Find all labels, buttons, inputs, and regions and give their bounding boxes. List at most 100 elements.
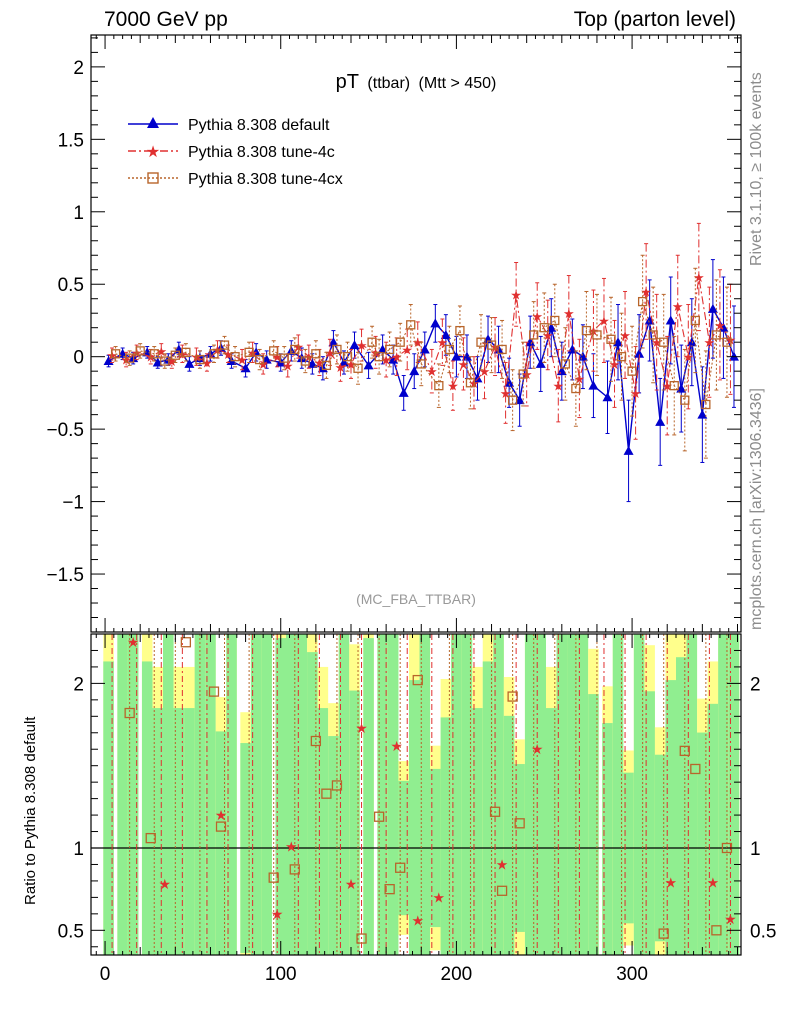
x-tick-label: 200	[441, 964, 473, 985]
ratio-point-tune-4c: ★	[159, 877, 172, 893]
analysis-label: (MC_FBA_TTBAR)	[356, 591, 476, 607]
data-point: ★	[682, 351, 694, 366]
ratio-point-tune-4c: ★	[724, 912, 737, 928]
data-point	[476, 337, 486, 347]
data-point	[461, 351, 472, 361]
ratio-point-tune-4cx	[649, 959, 658, 968]
ratio-point-tune-4cx	[690, 763, 701, 775]
data-point	[363, 360, 374, 370]
data-point	[529, 330, 539, 340]
y-tick-label: −0.5	[46, 420, 84, 441]
ratio-band-green	[275, 638, 286, 955]
data-point	[637, 296, 648, 307]
ratio-point-tune-4cx	[356, 933, 367, 944]
ratio-point-tune-4c: ★	[531, 742, 544, 758]
data-point: ★	[314, 356, 326, 371]
ratio-band-green	[215, 731, 227, 955]
ratio-point-tune-4cx	[412, 674, 423, 686]
data-point	[184, 358, 195, 368]
ratio-point-tune-4c: ★	[215, 808, 228, 824]
ratio-point-tune-4cx	[310, 735, 322, 747]
data-point	[269, 346, 279, 356]
data-point	[149, 349, 159, 359]
data-point	[416, 359, 426, 369]
axes: 0 100 200 300 2 1.5 1 0.5 0 −0.5 −1 −1.5 2 2 1 1 0.5 0.5	[46, 34, 776, 985]
legend-item-tune-4c: ★ Pythia 8.308 tune-4c	[128, 142, 335, 161]
ratio-point-tune-4cx	[321, 788, 332, 799]
data-point	[577, 351, 588, 361]
ratio-y-tick-label: 0.5	[58, 921, 84, 942]
ratio-band-green	[408, 680, 420, 955]
data-point	[571, 383, 581, 394]
ratio-band-green	[173, 708, 185, 955]
ratio-point-tune-4cx	[658, 928, 669, 939]
data-point	[367, 337, 377, 347]
ratio-band-green	[612, 634, 624, 955]
data-point	[311, 349, 321, 359]
y-tick-label: 1	[73, 203, 84, 224]
ratio-point-tune-4cx	[215, 821, 227, 832]
ratio-point-tune-4c: ★	[355, 721, 368, 737]
data-point	[430, 318, 441, 328]
ratio-y-tick-label-right: 2	[750, 674, 761, 695]
ratio-band-green	[567, 634, 578, 955]
ratio-band-green	[472, 708, 483, 955]
data-point	[419, 344, 430, 354]
ratio-band-green	[307, 652, 318, 955]
data-point: ★	[531, 310, 543, 325]
data-point	[718, 322, 729, 332]
ratio-band-green	[205, 634, 216, 955]
data-point	[451, 351, 462, 361]
data-point: ★	[166, 355, 178, 370]
data-point	[627, 366, 637, 376]
data-point	[219, 340, 230, 350]
data-point	[398, 387, 409, 397]
data-point	[690, 315, 700, 326]
data-point: ★	[672, 300, 684, 315]
ratio-point-tune-4cx	[679, 745, 690, 757]
ratio-band-green	[261, 634, 272, 955]
data-point: ★	[437, 336, 449, 351]
series-1: ★ ★★ ★★★★ ★★★★ ★★★ ★★★★★★★★★ ★★★★★★★★★★★★★★★★★…	[106, 222, 736, 440]
ratio-point-tune-4cx	[145, 832, 156, 844]
legend-label-default: Pythia 8.308 default	[188, 117, 330, 134]
data-point	[328, 337, 339, 347]
ratio-band-green	[482, 661, 494, 955]
data-point	[300, 356, 310, 366]
series-2	[110, 254, 732, 459]
data-point: ★	[257, 358, 269, 373]
data-point	[244, 347, 254, 357]
ratio-band-green	[556, 634, 568, 955]
data-point: ★	[401, 343, 413, 358]
ratio-band-green	[296, 634, 308, 955]
y-tick-label: 1.5	[58, 130, 84, 151]
data-point: ★	[458, 358, 470, 373]
ratio-band-green	[286, 634, 297, 955]
data-point	[486, 340, 497, 350]
data-point	[648, 330, 658, 340]
data-point	[588, 380, 599, 390]
ratio-point-tune-4c: ★	[127, 635, 140, 651]
data-point	[711, 330, 722, 340]
ratio-point-tune-4cx	[373, 811, 385, 822]
ratio-band-green	[676, 657, 687, 955]
data-point	[444, 344, 455, 355]
data-point: ★	[222, 348, 234, 363]
ratio-band-green	[349, 690, 360, 955]
data-point	[124, 353, 135, 363]
ratio-band-green	[633, 634, 645, 955]
x-tick-label: 0	[100, 964, 111, 985]
data-point	[332, 344, 342, 355]
y-tick-label: 2	[73, 58, 84, 79]
data-point	[680, 395, 690, 405]
ratio-band-green	[226, 634, 237, 955]
data-point: ★	[324, 346, 336, 361]
y-tick-label: 0.5	[58, 275, 84, 296]
data-point: ★	[479, 365, 491, 380]
data-point	[497, 344, 507, 355]
ratio-y-tick-label-right: 0.5	[750, 921, 776, 942]
ratio-band-green	[707, 703, 719, 955]
series-line	[108, 306, 735, 451]
data-point: ★	[609, 358, 621, 373]
ratio-point-tune-4c: ★	[411, 913, 424, 929]
